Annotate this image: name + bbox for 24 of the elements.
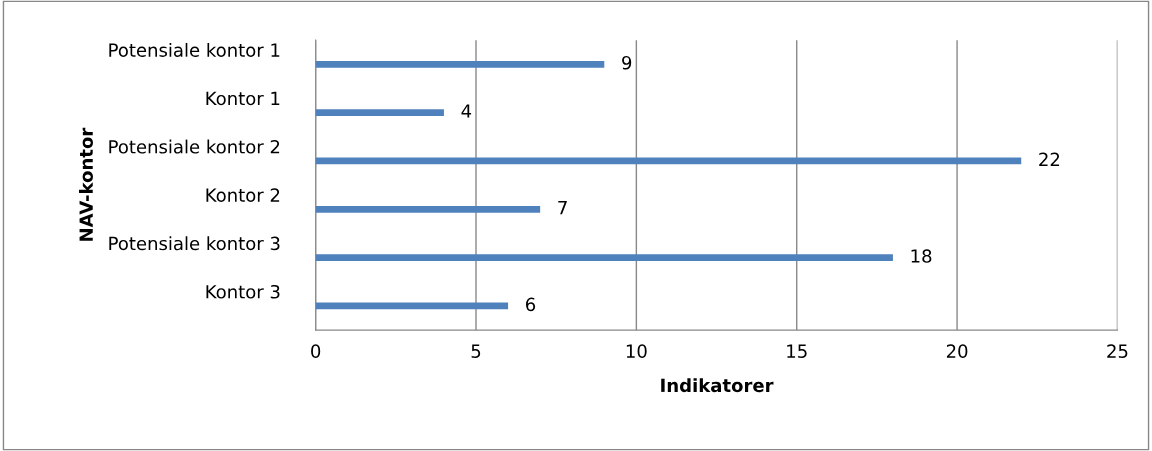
data-label: 9	[622, 55, 632, 70]
y-tick-label: Kontor 2	[206, 188, 280, 202]
bar	[315, 254, 893, 262]
bar	[315, 60, 605, 68]
data-label: 22	[1039, 152, 1060, 166]
x-tick-label: 10	[626, 344, 647, 358]
y-axis-title: NAV-kontor	[79, 127, 93, 241]
data-label: 7	[558, 201, 567, 215]
y-tick-label: Kontor 3	[206, 284, 280, 299]
x-tick-label: 0	[311, 344, 321, 358]
x-axis-title: Indikatorer	[661, 378, 774, 393]
x-tick-label: 15	[787, 344, 807, 358]
y-tick-label: Potensiale kontor 2	[109, 139, 280, 154]
x-tick-label: 25	[1107, 344, 1128, 358]
y-tick-label: Potensiale kontor 1	[109, 42, 280, 57]
y-tick-label: Kontor 1	[206, 91, 280, 106]
x-tick-label: 5	[471, 344, 481, 358]
bar	[315, 205, 541, 213]
y-tick-label: Potensiale kontor 3	[109, 236, 280, 251]
x-tick-label: 20	[946, 344, 968, 358]
data-label: 6	[526, 297, 536, 312]
data-label: 4	[461, 104, 472, 118]
bar	[315, 109, 444, 117]
data-label: 18	[911, 249, 932, 263]
